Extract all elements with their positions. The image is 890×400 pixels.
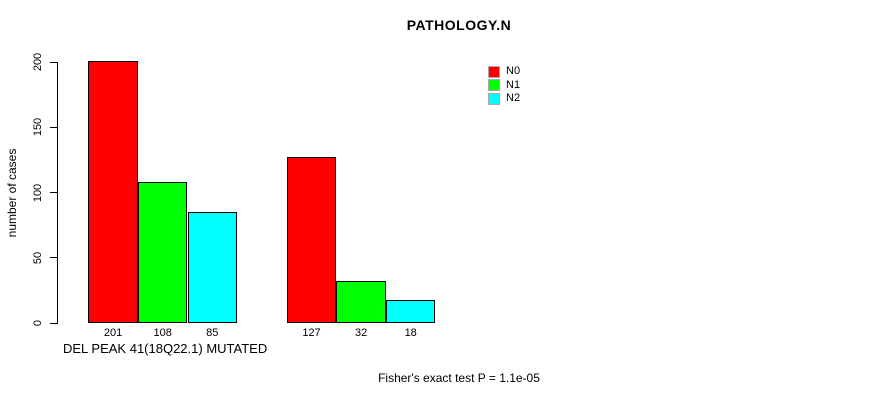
y-tick <box>50 257 58 259</box>
y-tick <box>50 192 58 193</box>
bar-count-label: 32 <box>354 327 368 339</box>
stat-annotation: Fisher's exact test P = 1.1e-05 <box>378 371 540 385</box>
bar-n0-group2 <box>286 157 337 323</box>
bar-n0-group1 <box>88 60 138 323</box>
legend-swatch-n1 <box>488 79 500 92</box>
bar-count-label: 201 <box>103 327 123 339</box>
y-tick-label: 0 <box>32 319 44 327</box>
y-tick-label: 50 <box>32 251 44 264</box>
bar-n2-group2 <box>385 299 436 323</box>
y-axis-title: number of cases <box>5 148 19 238</box>
bar-n2-group1 <box>187 212 238 323</box>
legend-label: N2 <box>506 92 521 104</box>
legend-row: N1 <box>488 79 520 93</box>
legend-row: N2 <box>488 92 520 106</box>
y-tick-label: 100 <box>32 183 44 202</box>
y-tick-label: 200 <box>32 52 44 72</box>
bar-n1-group2 <box>336 281 386 323</box>
legend-swatch-n0 <box>488 65 500 78</box>
y-tick <box>50 126 58 128</box>
chart-title: PATHOLOGY.N <box>406 17 512 33</box>
bar-count-label: 127 <box>302 327 321 339</box>
x-axis-title: DEL PEAK 41(18Q22.1) MUTATED <box>63 341 268 356</box>
bar-count-label: 108 <box>153 327 172 339</box>
y-tick <box>50 322 58 324</box>
bar-n1-group1 <box>137 182 188 323</box>
legend-label: N1 <box>506 78 521 91</box>
bar-count-label: 85 <box>206 327 219 339</box>
legend-row: N0 <box>488 65 520 79</box>
y-tick <box>50 61 58 63</box>
legend: N0 N1 N2 <box>488 65 520 106</box>
legend-swatch-n2 <box>488 92 500 105</box>
bar-count-label: 18 <box>404 327 417 339</box>
legend-label: N0 <box>506 65 521 77</box>
y-tick-label: 150 <box>32 118 44 137</box>
